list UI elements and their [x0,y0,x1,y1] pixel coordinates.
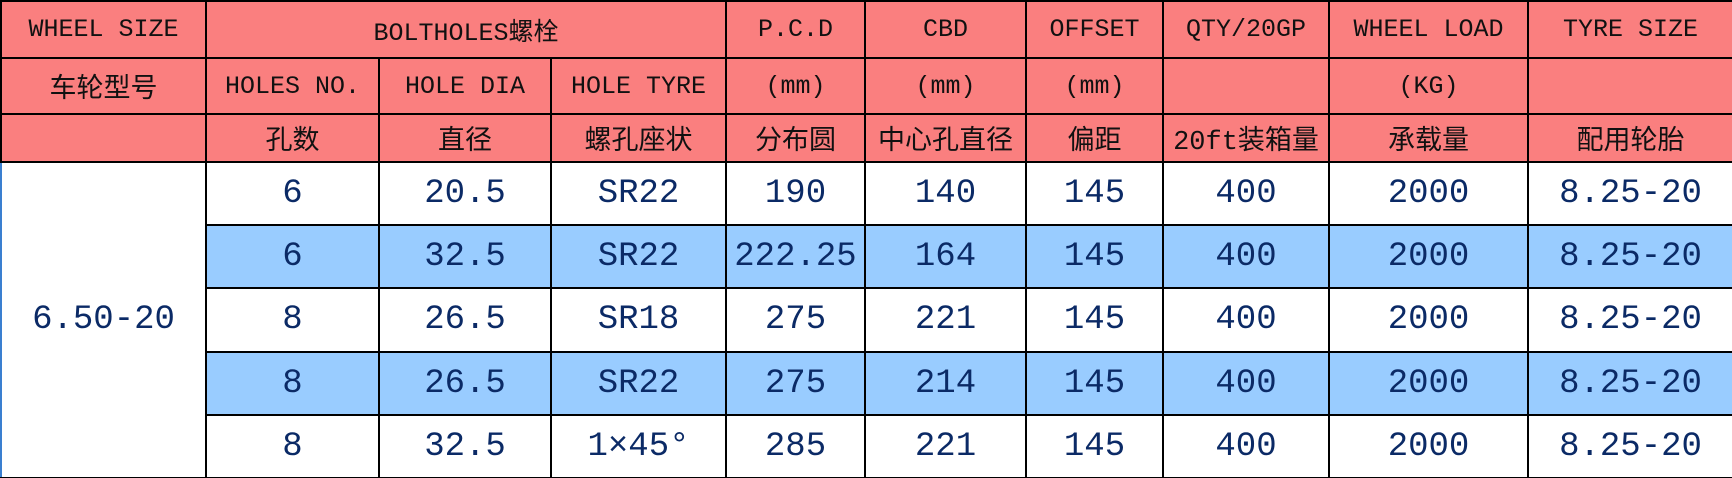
data-cell: 8.25-20 [1527,287,1732,353]
header-row: WHEEL SIZE BOLTHOLES螺栓 P.C.D CBD OFFSET … [0,0,1732,59]
header-cell: WHEEL LOAD [1328,0,1529,59]
data-cell: 8.25-20 [1527,224,1732,289]
header-cell: HOLE TYRE [550,57,727,115]
data-cell: SR22 [550,224,727,289]
data-cell: 400 [1162,287,1330,353]
data-cell: 275 [725,287,866,353]
data-cell: 400 [1162,351,1330,416]
header-cell: 直径 [378,113,552,163]
header-cell: (mm) [725,57,866,115]
header-cell: 车轮型号 [0,57,207,115]
data-cell: 8.25-20 [1527,414,1732,478]
data-cell: 400 [1162,161,1330,226]
data-cell: 145 [1025,224,1164,289]
data-cell: 145 [1025,287,1164,353]
header-cell: TYRE SIZE [1527,0,1732,59]
data-cell: 285 [725,414,866,478]
data-cell: 190 [725,161,866,226]
header-cell: (KG) [1328,57,1529,115]
header-cell: 20ft装箱量 [1162,113,1330,163]
data-cell: 145 [1025,414,1164,478]
data-cell: 221 [864,287,1027,353]
header-row: 车轮型号 HOLES NO. HOLE DIA HOLE TYRE (mm) (… [0,57,1732,115]
data-cell: SR22 [550,351,727,416]
data-cell: 214 [864,351,1027,416]
header-cell: 螺孔座状 [550,113,727,163]
data-row: 8 32.5 1×45° 285 221 145 400 2000 8.25-20 [1,414,1732,478]
data-cell: 6 [205,224,380,289]
data-cell: 8.25-20 [1527,351,1732,416]
data-cell: 8 [205,414,380,478]
header-cell: P.C.D [725,0,866,59]
data-cell: 2000 [1328,414,1529,478]
header-cell: 配用轮胎 [1527,113,1732,163]
data-row: 8 26.5 SR18 275 221 145 400 2000 8.25-20 [1,287,1732,353]
data-cell: 145 [1025,351,1164,416]
data-cell: 20.5 [378,161,552,226]
data-cell: 400 [1162,224,1330,289]
data-cell: 8 [205,287,380,353]
header-cell: (mm) [864,57,1027,115]
data-cell: 26.5 [378,287,552,353]
header-cell [0,113,207,163]
header-cell [1527,57,1732,115]
header-row: 孔数 直径 螺孔座状 分布圆 中心孔直径 偏距 20ft装箱量 承载量 配用轮胎 [0,113,1732,163]
data-cell: 140 [864,161,1027,226]
header-cell: CBD [864,0,1027,59]
data-row: 6.50-20 6 20.5 SR22 190 140 145 400 2000 8.25-20 [0,161,1732,478]
data-cell: 32.5 [378,414,552,478]
header-cell: 孔数 [205,113,380,163]
data-cell: 1×45° [550,414,727,478]
data-cell: 6 [205,161,380,226]
data-cell: 2000 [1328,351,1529,416]
data-cell: 2000 [1328,287,1529,353]
data-cell: 222.25 [725,224,866,289]
header-cell: 中心孔直径 [864,113,1027,163]
data-cell: 26.5 [378,351,552,416]
data-cell: 32.5 [378,224,552,289]
header-cell: (mm) [1025,57,1164,115]
data-cell: SR18 [550,287,727,353]
data-cell: 2000 [1328,161,1529,226]
data-cell: SR22 [550,161,727,226]
data-cell: 8 [205,351,380,416]
data-cell: 275 [725,351,866,416]
header-cell [1162,57,1330,115]
header-cell: QTY/20GP [1162,0,1330,59]
data-cell: 145 [1025,161,1164,226]
header-cell: HOLE DIA [378,57,552,115]
header-cell: OFFSET [1025,0,1164,59]
data-row: 6 32.5 SR22 222.25 164 145 400 2000 8.25-20 [1,224,1732,289]
data-cell: 400 [1162,414,1330,478]
data-cell: 2000 [1328,224,1529,289]
header-cell: HOLES NO. [205,57,380,115]
data-row: 8 26.5 SR22 275 214 145 400 2000 8.25-20 [1,351,1732,416]
header-cell: WHEEL SIZE [0,0,207,59]
data-cell: 164 [864,224,1027,289]
header-cell: 偏距 [1025,113,1164,163]
data-cell: 221 [864,414,1027,478]
header-cell: 承载量 [1328,113,1529,163]
header-cell: BOLTHOLES螺栓 [205,0,727,59]
header-cell: 分布圆 [725,113,866,163]
data-cell: 8.25-20 [1527,161,1732,226]
wheel-size-cell: 6.50-20 [0,161,207,478]
